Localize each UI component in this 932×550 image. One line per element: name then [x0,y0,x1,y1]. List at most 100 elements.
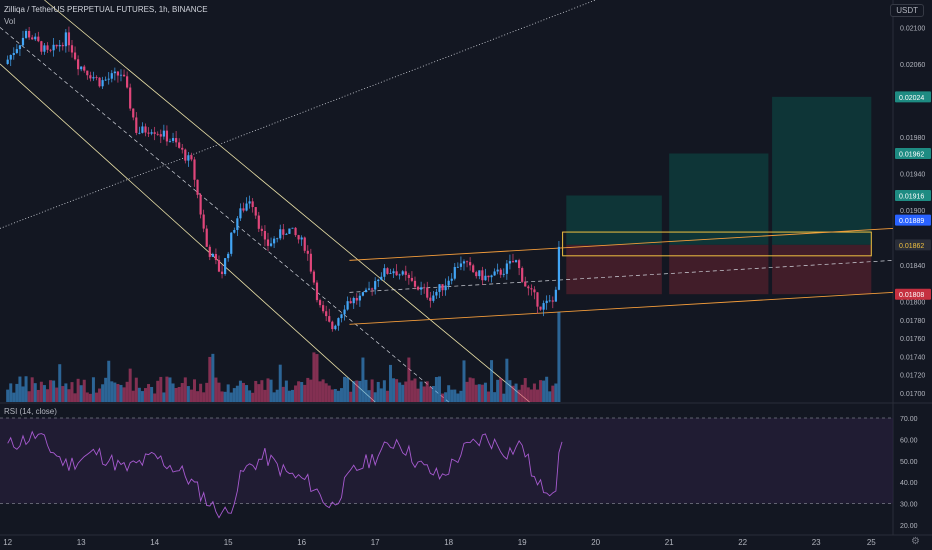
candle-body [31,37,34,40]
volume-bar [196,391,200,402]
volume-bar [251,392,255,402]
candle-body [61,45,64,47]
volume-bar [453,389,457,402]
candle-body [349,301,352,304]
rsi-band [0,418,893,504]
candle-body [77,59,80,70]
volume-bar [508,380,512,402]
candle-body [312,271,316,283]
rsi-tick-label: 30.00 [900,502,918,509]
candle-body [511,261,515,263]
volume-bar [441,393,445,402]
volume-bar [300,382,304,402]
volume-bar [318,381,322,402]
candle-body [175,138,178,143]
volume-bars [6,312,561,402]
gear-icon[interactable]: ⚙ [911,536,920,547]
volume-bar [529,389,533,402]
candle-body [46,45,49,50]
volume-bar [235,385,239,402]
candle-body [404,271,407,275]
volume-bar [119,384,123,402]
candle-body [67,32,71,46]
candle-body [28,30,31,38]
candle-body [260,228,263,231]
volume-bar [260,380,264,402]
y-tick-label: 0.01700 [900,391,925,398]
x-tick-label: 12 [3,538,12,547]
candle-body [407,274,410,278]
candle-body [162,130,165,137]
channel-lower-line [0,63,376,403]
candle-body [514,260,518,263]
candle-body [456,266,459,268]
volume-bar [91,377,95,402]
candle-body [377,279,380,282]
candle-body [144,126,147,133]
candle-body [9,55,12,60]
candle-body [462,261,466,264]
candle-body [217,259,221,272]
volume-bar [58,364,62,402]
volume-bar [297,381,301,402]
volume-bar [462,360,466,402]
volume-bar [511,385,515,402]
candle-body [251,201,254,208]
volume-bar [480,384,484,402]
candle-body [211,253,214,257]
volume-bar [55,387,59,402]
candle-body [554,289,557,302]
volume-label[interactable]: Vol [4,17,16,26]
volume-bar [315,354,319,402]
currency-badge[interactable]: USDT [890,4,924,17]
candle-body [248,201,251,204]
candle-body [505,263,508,274]
volume-bar [254,380,258,402]
candle-body [469,262,472,266]
candle-body [383,268,386,277]
price-label-bg [895,147,931,159]
volume-bar [220,391,224,402]
volume-bar [257,384,261,402]
volume-bar [514,383,518,402]
volume-bar [312,352,316,402]
candle-body [285,233,288,235]
volume-bar [465,381,469,402]
axes: 0.02100 0.02060 0.01980 0.01940 0.01900 0.018… [3,25,931,547]
volume-bar [542,380,546,402]
volume-bar [502,393,506,402]
volume-bar [526,387,530,402]
volume-bar [125,381,129,402]
candle-body [89,75,92,79]
candle-body [340,314,343,319]
candle-body [190,155,193,160]
candle-body [358,295,361,301]
y-tick-label: 0.02060 [900,62,925,69]
volume-bar [275,389,279,402]
volume-bar [517,389,521,402]
volume-bar [211,353,215,402]
candle-body [490,275,493,278]
candle-body [202,214,205,229]
candle-body [334,325,337,330]
volume-bar [505,358,509,402]
candle-body [450,278,453,281]
candles [6,26,561,332]
symbol-title[interactable]: Zilliqa / TetherUS PERPETUAL FUTURES, 1h… [4,5,208,14]
volume-bar [110,381,114,402]
volume-bar [199,383,203,402]
volume-bar [6,389,10,402]
rsi-legend[interactable]: RSI (14, close) [4,407,57,416]
volume-bar [532,383,536,402]
volume-bar [98,388,102,402]
candle-body [15,49,18,53]
y-tick-label: 0.01840 [900,263,925,270]
volume-bar [85,392,89,402]
volume-bar [456,393,460,402]
candle-body [178,142,181,148]
volume-bar [520,384,524,402]
trend-lines [0,0,894,403]
volume-bar [379,388,383,402]
volume-bar [355,380,359,402]
